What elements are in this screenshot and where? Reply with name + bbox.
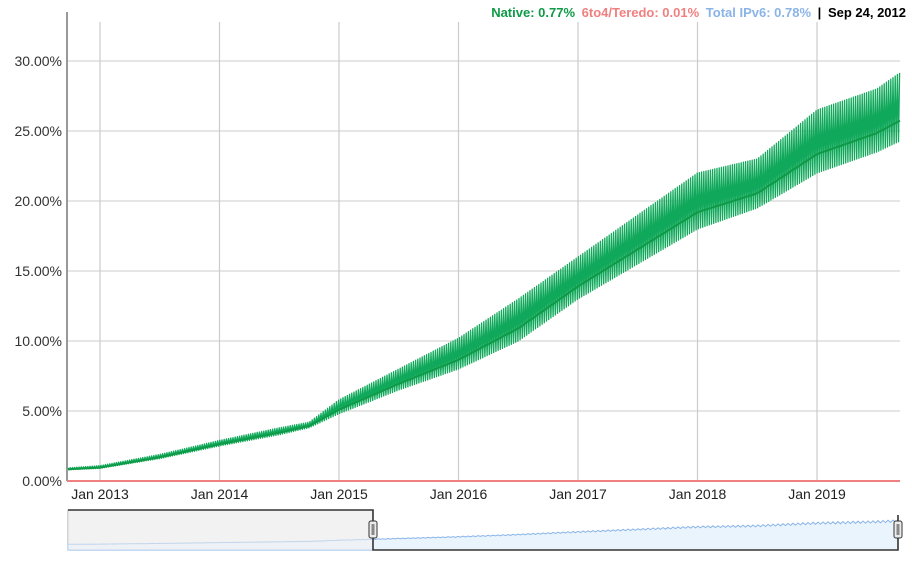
navigator-right-handle[interactable] xyxy=(893,520,903,539)
x-tick-label: Jan 2015 xyxy=(310,486,368,502)
y-tick-label: 0.00% xyxy=(22,473,62,489)
legend-native: Native: 0.77% xyxy=(491,5,576,20)
x-axis: Jan 2013 Jan 2014 Jan 2015 Jan 2016 Jan 2017… xyxy=(71,486,846,502)
navigator-mask xyxy=(68,510,373,550)
navigator-left-handle[interactable] xyxy=(368,520,378,539)
y-tick-label: 10.00% xyxy=(15,333,62,349)
handle-grip-icon xyxy=(896,524,900,535)
legend-6to4-teredo: 6to4/Teredo: 0.01% xyxy=(581,5,700,20)
x-tick-label: Jan 2016 xyxy=(430,486,488,502)
chart-gridlines xyxy=(67,22,900,481)
y-axis: 0.00% 5.00% 10.00% 15.00% 20.00% 25.00% 30.00% xyxy=(15,12,68,489)
y-tick-label: 5.00% xyxy=(22,403,62,419)
legend-total-ipv6: Total IPv6: 0.78% xyxy=(705,5,812,20)
chart-legend: Native: 0.77% 6to4/Teredo: 0.01% Total I… xyxy=(488,5,906,20)
x-tick-label: Jan 2013 xyxy=(71,486,129,502)
range-navigator[interactable] xyxy=(67,509,903,551)
x-tick-label: Jan 2019 xyxy=(788,486,846,502)
y-tick-label: 20.00% xyxy=(15,193,62,209)
y-tick-label: 30.00% xyxy=(15,53,62,69)
native-series-trend xyxy=(67,119,901,471)
legend-separator: | xyxy=(817,5,822,20)
handle-grip-icon xyxy=(371,524,375,535)
x-tick-label: Jan 2014 xyxy=(191,486,249,502)
legend-date: Sep 24, 2012 xyxy=(827,5,906,20)
x-tick-label: Jan 2017 xyxy=(549,486,607,502)
native-series-line xyxy=(67,72,901,471)
y-tick-label: 15.00% xyxy=(15,263,62,279)
chart-series xyxy=(67,72,901,482)
y-tick-label: 25.00% xyxy=(15,123,62,139)
x-tick-label: Jan 2018 xyxy=(669,486,727,502)
